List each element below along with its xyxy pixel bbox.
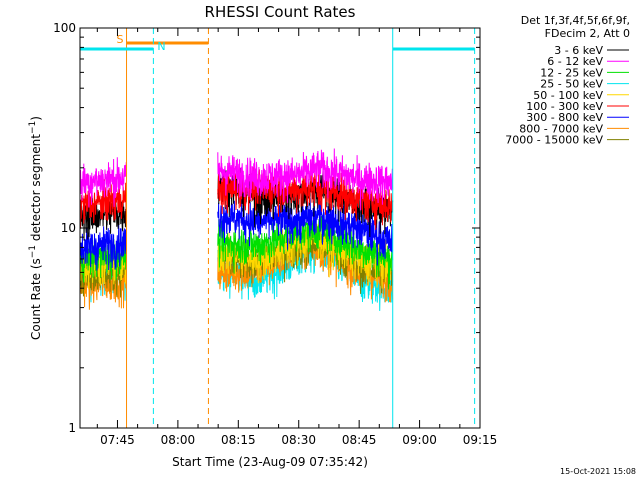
legend-label: 100 - 300 keV	[526, 100, 603, 113]
y-tick-label: 1	[68, 421, 76, 435]
x-axis-label: Start Time (23-Aug-09 07:35:42)	[172, 455, 368, 469]
legend-header-line-2: FDecim 2, Att 0	[545, 27, 630, 40]
series-layer	[79, 148, 394, 311]
legend-label: 800 - 7000 keV	[519, 122, 603, 135]
legend-label: 25 - 50 keV	[540, 78, 603, 91]
legend-header-line-1: Det 1f,3f,4f,5f,6f,9f,	[521, 14, 630, 27]
chart-title: RHESSI Count Rates	[205, 3, 356, 21]
x-tick-label: 09:15	[463, 433, 498, 447]
legend-label: 3 - 6 keV	[554, 44, 603, 57]
x-tick-label: 08:15	[221, 433, 256, 447]
x-tick-label: 08:30	[281, 433, 316, 447]
y-axis-label: Count Rate (s−1 detector segment−1)	[28, 116, 43, 340]
marker-label: S	[117, 33, 124, 46]
legend-label: 12 - 25 keV	[540, 66, 603, 79]
footer-timestamp: 15-Oct-2021 15:08	[560, 467, 636, 476]
plot-frame	[79, 27, 481, 429]
x-tick-label: 08:45	[342, 433, 377, 447]
legend-label: 6 - 12 keV	[547, 55, 603, 68]
legend: Det 1f,3f,4f,5f,6f,9f, FDecim 2, Att 0 3…	[505, 14, 630, 147]
legend-label: 7000 - 15000 keV	[505, 134, 603, 147]
x-tick-label: 08:00	[161, 433, 196, 447]
legend-label: 300 - 800 keV	[526, 111, 603, 124]
series-line-1	[79, 148, 394, 211]
x-tick-label: 09:00	[402, 433, 437, 447]
ticks-layer: 07:45 08:00 08:15 08:30 08:45 09:00 09:15 1 10 10…	[53, 21, 497, 447]
series-line-6	[79, 197, 394, 271]
legend-label: 50 - 100 keV	[533, 89, 603, 102]
y-tick-label: 10	[61, 221, 76, 235]
x-tick-label: 07:45	[100, 433, 135, 447]
y-tick-label: 100	[53, 21, 76, 35]
marker-label: N	[157, 40, 165, 53]
